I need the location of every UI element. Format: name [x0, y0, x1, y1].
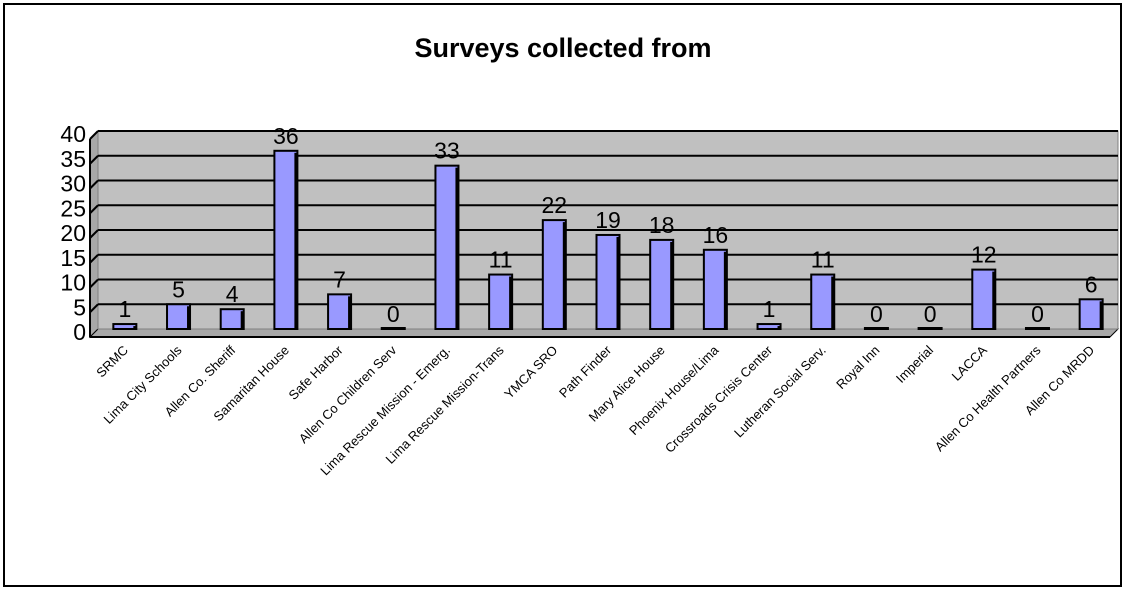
- bar-side: [831, 276, 835, 329]
- data-label: 0: [1031, 301, 1044, 327]
- data-label: 22: [542, 192, 568, 218]
- bar: [380, 327, 406, 330]
- x-tick-label: Imperial: [893, 342, 936, 385]
- x-tick-label: LACCA: [949, 342, 990, 383]
- bar: [810, 273, 836, 330]
- axes: [89, 139, 1110, 338]
- bar: [1078, 298, 1104, 330]
- bar-side: [777, 326, 781, 329]
- data-label: 6: [1085, 271, 1098, 297]
- gridline-side: [89, 179, 99, 190]
- bar-side: [670, 241, 674, 329]
- bar-side: [509, 276, 513, 329]
- x-tick-label: Royal Inn: [833, 343, 882, 392]
- y-tick-label: 30: [60, 171, 86, 197]
- x-tick-label: Allen Co Children Serv: [296, 342, 400, 446]
- bar: [327, 293, 353, 331]
- data-label: 4: [226, 281, 239, 307]
- bar-side: [348, 296, 352, 329]
- y-tick-label: 25: [60, 195, 86, 221]
- y-tick-label: 5: [73, 294, 86, 320]
- bar: [273, 149, 299, 330]
- x-tick-label: SRMC: [93, 343, 131, 381]
- gridline-side: [89, 254, 99, 264]
- bars: [112, 149, 1104, 331]
- bar: [917, 327, 943, 330]
- bar-side: [133, 326, 137, 329]
- bar-side: [294, 152, 298, 329]
- data-label: 5: [172, 276, 185, 302]
- x-tick-label: Lutheran Social Serv.: [731, 343, 829, 441]
- data-label: 11: [811, 247, 835, 273]
- data-label: 1: [118, 296, 131, 322]
- data-label: 19: [595, 207, 621, 233]
- x-tick-label: Allen Co Health Partners: [932, 342, 1044, 454]
- data-label: 0: [387, 301, 400, 327]
- bar: [541, 219, 567, 331]
- x-tick-label: Crossroads Crisis Center: [662, 342, 776, 456]
- x-tick-label: YMCA SRO: [501, 343, 560, 402]
- bar-side: [723, 251, 727, 329]
- bar-side: [455, 167, 459, 329]
- bar-side: [187, 306, 191, 329]
- bar-side: [992, 271, 996, 329]
- bar: [756, 323, 782, 330]
- bar-side: [562, 222, 566, 329]
- data-label: 18: [649, 212, 675, 238]
- gridline-side: [89, 303, 99, 313]
- bar-side: [616, 236, 620, 329]
- bar: [595, 233, 621, 330]
- gridline-side: [89, 130, 99, 140]
- gridline-side: [89, 229, 99, 239]
- x-tick-label: Phoenix House/Lima: [626, 342, 722, 438]
- data-label: 36: [273, 123, 299, 149]
- data-label: 11: [489, 247, 513, 273]
- plot-floor: [88, 328, 1120, 338]
- data-label: 7: [333, 266, 346, 292]
- y-tick-label: 15: [60, 245, 86, 271]
- data-label: 0: [870, 301, 883, 327]
- data-label: 12: [971, 242, 997, 268]
- bar: [702, 248, 728, 330]
- bar: [649, 238, 675, 330]
- bar: [488, 273, 514, 330]
- gridline-side: [89, 278, 99, 289]
- data-label: 1: [763, 296, 776, 322]
- bar: [1024, 327, 1050, 330]
- y-tick-label: 40: [60, 121, 86, 147]
- bar-side: [240, 311, 244, 329]
- x-tick-label: Path Finder: [556, 342, 615, 401]
- gridline-side: [89, 204, 99, 214]
- data-label: 16: [703, 222, 729, 248]
- y-tick-label: 10: [60, 270, 86, 296]
- data-label: 33: [434, 138, 460, 164]
- gridline-side: [89, 155, 99, 165]
- bar: [971, 268, 997, 331]
- bar: [166, 303, 192, 330]
- bar: [863, 327, 889, 330]
- bar: [219, 308, 245, 331]
- bar: [434, 164, 460, 330]
- y-tick-label: 0: [73, 319, 86, 345]
- bar: [112, 323, 138, 330]
- y-tick-label: 35: [60, 146, 86, 172]
- data-label: 0: [924, 301, 937, 327]
- bar-side: [1099, 301, 1103, 329]
- chart-title: Surveys collected from: [414, 33, 711, 63]
- y-tick-label: 20: [60, 220, 86, 246]
